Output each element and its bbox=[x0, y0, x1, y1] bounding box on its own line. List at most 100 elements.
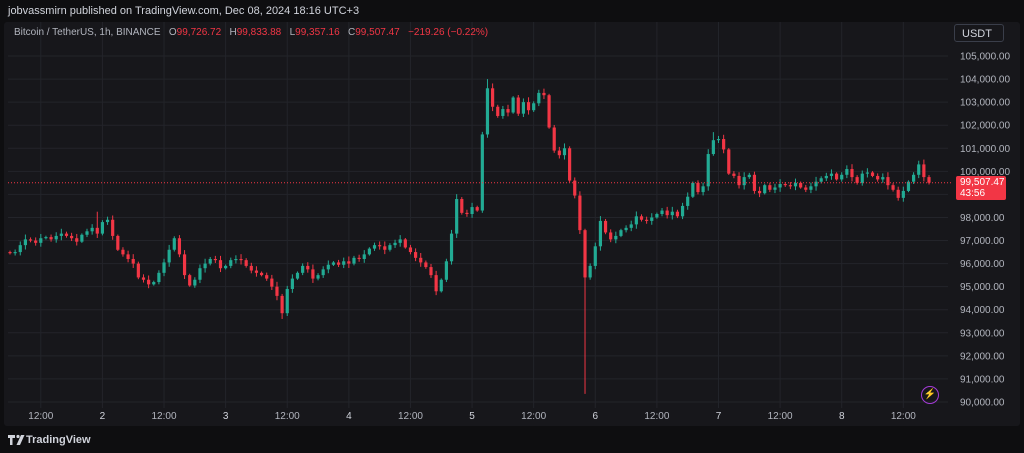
y-tick-label: 95,000.00 bbox=[960, 282, 1005, 293]
candlestick-chart[interactable]: 105,000.00 104,000.00 103,000.00 102,000.00… bbox=[4, 22, 1020, 426]
candle-body bbox=[568, 148, 572, 181]
currency-selector[interactable]: USDT bbox=[954, 24, 1004, 42]
candle-body bbox=[845, 169, 849, 175]
candle-body bbox=[121, 249, 125, 255]
header-bar: jobvassmirn published on TradingView.com… bbox=[0, 0, 1024, 22]
candle-body bbox=[865, 172, 869, 174]
candle-body bbox=[336, 262, 341, 265]
candle-body bbox=[449, 233, 454, 262]
candle-body bbox=[670, 211, 674, 216]
candle-body bbox=[285, 288, 289, 314]
candle-body bbox=[157, 272, 161, 283]
candle-body bbox=[660, 210, 664, 215]
candle-body bbox=[193, 279, 197, 286]
candle-body bbox=[701, 186, 705, 193]
candle-body bbox=[747, 174, 751, 178]
candle-body bbox=[111, 219, 115, 236]
candle-body bbox=[716, 139, 721, 141]
candle-body bbox=[593, 246, 597, 266]
candle-body bbox=[100, 222, 105, 234]
candle-body bbox=[198, 268, 202, 280]
candle-body bbox=[804, 187, 808, 190]
symbol-legend: Bitcoin / TetherUS, 1h, BINANCE O99,726.… bbox=[14, 27, 488, 38]
candle-body bbox=[634, 216, 638, 225]
candle-body bbox=[388, 245, 392, 250]
candle-body bbox=[829, 173, 834, 176]
candle-body bbox=[95, 227, 99, 234]
candle-body bbox=[814, 181, 818, 187]
candle-body bbox=[773, 187, 777, 190]
candle-body bbox=[167, 249, 171, 263]
candle-body bbox=[234, 258, 238, 261]
candle-body bbox=[891, 185, 895, 190]
candle-body bbox=[419, 257, 423, 263]
candle-body bbox=[834, 173, 839, 180]
candle-body bbox=[917, 164, 921, 175]
y-tick-label: 102,000.00 bbox=[960, 121, 1010, 132]
candle-body bbox=[331, 262, 336, 265]
candle-body bbox=[64, 233, 69, 236]
candle-body bbox=[496, 106, 500, 116]
x-tick-label: 6 bbox=[593, 411, 599, 422]
candle-body bbox=[49, 237, 53, 240]
candle-body bbox=[18, 245, 22, 253]
candle-body bbox=[491, 88, 495, 107]
candle-body bbox=[470, 207, 474, 215]
candle-body bbox=[393, 242, 397, 246]
candle-body bbox=[752, 174, 757, 191]
candle-body bbox=[275, 286, 279, 296]
candle-body bbox=[398, 239, 402, 243]
candle-body bbox=[414, 252, 418, 258]
candle-body bbox=[39, 238, 43, 243]
candle-body bbox=[609, 232, 613, 240]
chart-panel[interactable]: 105,000.00 104,000.00 103,000.00 102,000.00… bbox=[4, 22, 1020, 426]
candle-body bbox=[290, 278, 294, 289]
candle-body bbox=[732, 173, 736, 176]
candle-body bbox=[480, 134, 484, 211]
candle-body bbox=[737, 175, 741, 186]
candle-body bbox=[819, 178, 823, 182]
y-tick-label: 97,000.00 bbox=[960, 236, 1005, 247]
candle-body bbox=[177, 238, 182, 255]
candle-body bbox=[326, 264, 330, 270]
candle-body bbox=[54, 235, 58, 240]
candle-body bbox=[208, 258, 212, 264]
candle-body bbox=[711, 140, 715, 155]
candle-body bbox=[763, 185, 767, 194]
candle-body bbox=[686, 196, 690, 206]
x-tick-label: 12:00 bbox=[28, 411, 53, 422]
candle-body bbox=[511, 97, 515, 113]
legend-high-value: 99,833.88 bbox=[236, 27, 282, 38]
legend-low-value: 99,357.16 bbox=[295, 27, 340, 38]
candle-body bbox=[645, 219, 649, 221]
candle-body bbox=[224, 265, 228, 269]
candle-body bbox=[203, 263, 207, 269]
candle-body bbox=[547, 95, 551, 128]
tradingview-logo-icon bbox=[8, 434, 25, 445]
candle-body bbox=[357, 257, 361, 259]
publisher-info: jobvassmirn published on TradingView.com… bbox=[8, 5, 360, 17]
candle-body bbox=[352, 257, 356, 264]
candle-body bbox=[254, 270, 259, 273]
candle-body bbox=[665, 210, 669, 216]
candle-body bbox=[650, 217, 654, 221]
y-tick-label: 101,000.00 bbox=[960, 144, 1010, 155]
candle-body bbox=[424, 262, 428, 268]
candle-body bbox=[542, 92, 546, 96]
legend-symbol: Bitcoin / TetherUS, 1h, BINANCE bbox=[14, 27, 161, 38]
candle-body bbox=[295, 272, 300, 279]
candle-body bbox=[552, 127, 556, 151]
x-tick-label: 2 bbox=[100, 411, 106, 422]
lightning-bolt-icon[interactable]: ⚡ bbox=[921, 386, 939, 404]
last-price-label: 99,507.47 43:56 bbox=[956, 176, 1006, 200]
candle-body bbox=[896, 189, 900, 198]
candle-body bbox=[768, 185, 772, 190]
candle-body bbox=[85, 231, 89, 235]
candle-body bbox=[280, 295, 284, 314]
candle-body bbox=[429, 267, 433, 276]
candle-body bbox=[537, 92, 541, 104]
candle-body bbox=[557, 150, 561, 156]
candle-body bbox=[105, 219, 110, 223]
candle-body bbox=[70, 235, 74, 239]
candle-body bbox=[75, 238, 79, 242]
